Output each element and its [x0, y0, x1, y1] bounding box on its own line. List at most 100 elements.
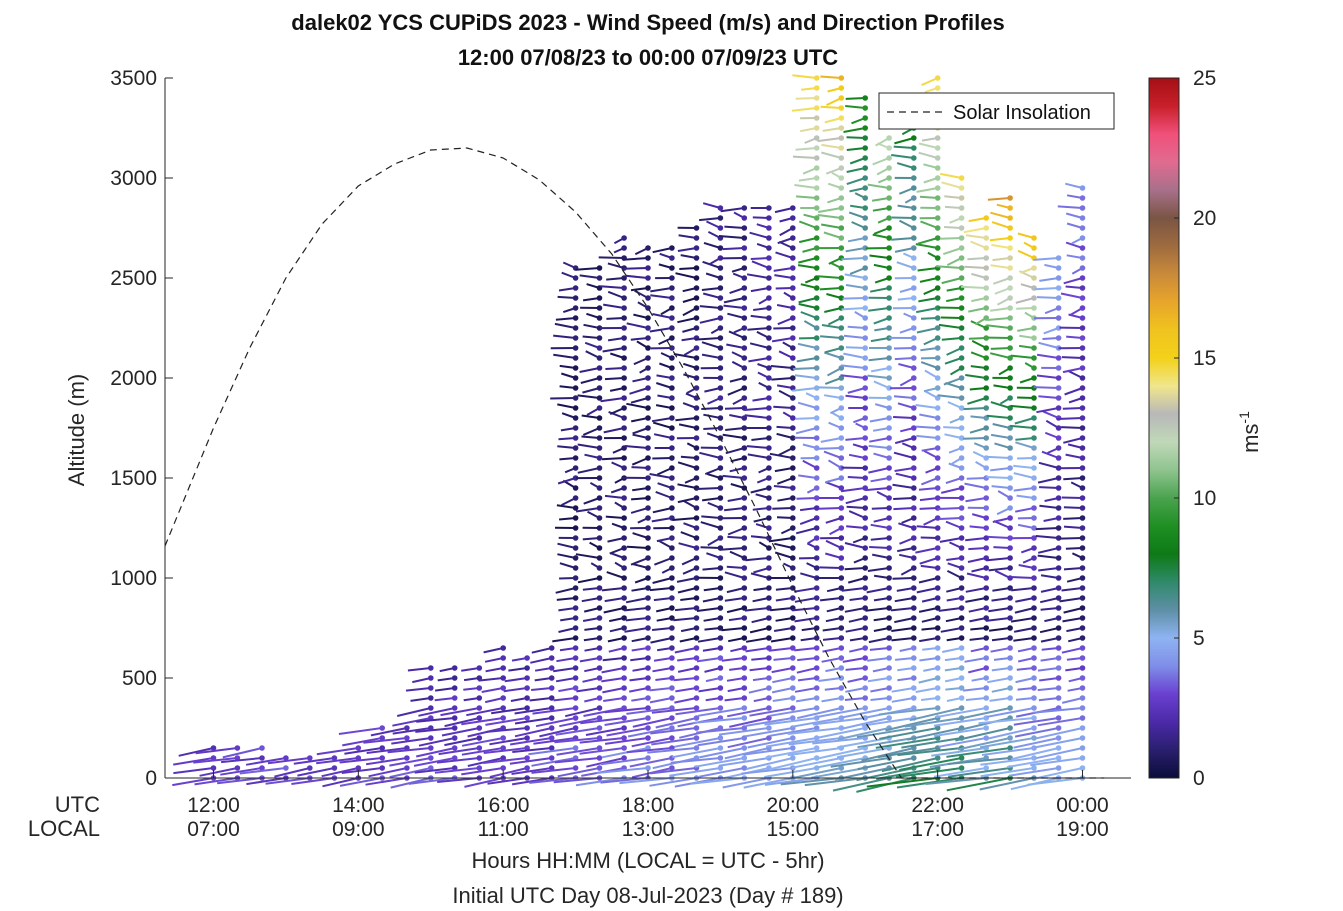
wind-barb-point: [717, 405, 724, 411]
wind-barb-point: [813, 425, 820, 431]
wind-barb-point: [451, 715, 458, 721]
wind-barb-shaft: [819, 597, 842, 602]
wind-barb-point: [1007, 385, 1013, 391]
wind-barb-shaft: [626, 545, 649, 549]
wind-barb-shaft: [768, 757, 817, 771]
wind-barb-point: [983, 425, 989, 431]
wind-barb-point: [1079, 545, 1086, 551]
wind-barb-point: [621, 455, 627, 461]
wind-barb-shaft: [764, 717, 817, 726]
wind-barb-shaft: [894, 437, 915, 445]
wind-barb-point: [766, 425, 772, 431]
wind-barb-point: [645, 525, 651, 531]
wind-barb-point: [1079, 495, 1086, 501]
wind-barb-shaft: [339, 757, 383, 764]
wind-barb-shaft: [744, 414, 770, 419]
wind-barb-shaft: [841, 707, 890, 719]
wind-barb-shaft: [892, 483, 914, 489]
wind-barb-point: [934, 165, 941, 171]
wind-barb-point: [813, 635, 820, 641]
wind-barb-point: [790, 635, 796, 641]
wind-barb-point: [911, 395, 917, 401]
wind-barb-point: [1079, 595, 1086, 601]
wind-barb-point: [1055, 505, 1062, 511]
wind-barb-point: [886, 215, 892, 221]
wind-profile: [509, 645, 555, 786]
wind-barb-point: [1055, 675, 1062, 681]
wind-barb-shaft: [1017, 249, 1035, 259]
wind-barb-point: [862, 585, 868, 591]
wind-barb-point: [1055, 325, 1062, 331]
wind-barb-point: [596, 445, 603, 451]
wind-barb-point: [983, 225, 989, 231]
wind-barb-point: [741, 745, 748, 751]
wind-barb-point: [476, 725, 483, 731]
wind-barb-point: [1031, 645, 1037, 651]
wind-barb-shaft: [1033, 257, 1059, 261]
wind-barb-point: [645, 515, 651, 521]
wind-barb-shaft: [787, 747, 842, 757]
wind-barb-point: [1079, 415, 1086, 421]
wind-barb-point: [717, 515, 724, 521]
wind-barb-point: [911, 385, 917, 391]
wind-barb-shaft: [598, 256, 625, 259]
wind-barb-point: [790, 375, 796, 381]
wind-barb-point: [717, 595, 724, 601]
wind-barb-point: [524, 695, 530, 701]
wind-barb-point: [958, 525, 965, 531]
wind-barb-point: [766, 485, 772, 491]
wind-barb-point: [934, 595, 941, 601]
wind-barb-point: [1055, 635, 1062, 641]
wind-barb-point: [1079, 525, 1086, 531]
wind-barb-shaft: [916, 434, 938, 439]
wind-barb-point: [983, 525, 989, 531]
wind-barb-point: [813, 465, 820, 471]
wind-barb-shaft: [1010, 354, 1035, 359]
wind-barb-point: [669, 255, 675, 261]
wind-profile: [596, 245, 651, 784]
wind-barb-point: [958, 585, 965, 591]
wind-barb-point: [983, 285, 989, 291]
wind-barb-point: [911, 445, 917, 451]
wind-barb-point: [911, 175, 917, 181]
wind-barb-point: [766, 445, 772, 451]
wind-barb-point: [693, 525, 700, 531]
wind-barb-shaft: [222, 747, 263, 759]
wind-barb-shaft: [992, 587, 1011, 592]
wind-barb-point: [1007, 445, 1013, 451]
wind-barb-point: [669, 725, 675, 731]
wind-barb-shaft: [581, 414, 600, 419]
wind-barb-shaft: [1015, 507, 1035, 513]
wind-barb-shaft: [603, 607, 625, 614]
wind-profile: [483, 655, 530, 785]
wind-barb-shaft: [727, 687, 745, 693]
wind-barb-point: [596, 455, 603, 461]
wind-barb-shaft: [602, 747, 649, 759]
wind-barb-shaft: [1062, 407, 1083, 410]
wind-barb-point: [1079, 335, 1086, 341]
wind-barb-point: [934, 385, 941, 391]
wind-barb-point: [790, 315, 796, 321]
wind-barb-shaft: [857, 757, 914, 771]
wind-barb-point: [1055, 335, 1062, 341]
wind-barb-point: [596, 515, 603, 521]
wind-barb-point: [886, 395, 892, 401]
wind-barb-shaft: [915, 243, 938, 249]
wind-barb-point: [886, 405, 892, 411]
wind-barb-point: [234, 765, 241, 771]
wind-barb-point: [886, 245, 892, 251]
wind-barb-point: [645, 765, 651, 771]
wind-barb-shaft: [489, 737, 528, 746]
wind-barb-shaft: [625, 597, 649, 604]
wind-barb-shaft: [979, 777, 1035, 791]
wind-barb-point: [1031, 465, 1037, 471]
wind-barb-shaft: [652, 507, 673, 514]
wind-barb-point: [1055, 455, 1062, 461]
wind-barb-point: [596, 595, 603, 601]
wind-barb-shaft: [820, 335, 842, 339]
wind-profile: [978, 232, 1037, 791]
wind-barb-point: [741, 705, 748, 711]
wind-barb-shaft: [631, 697, 649, 702]
wind-barb-shaft: [726, 607, 745, 614]
wind-barb-point: [1031, 275, 1037, 281]
